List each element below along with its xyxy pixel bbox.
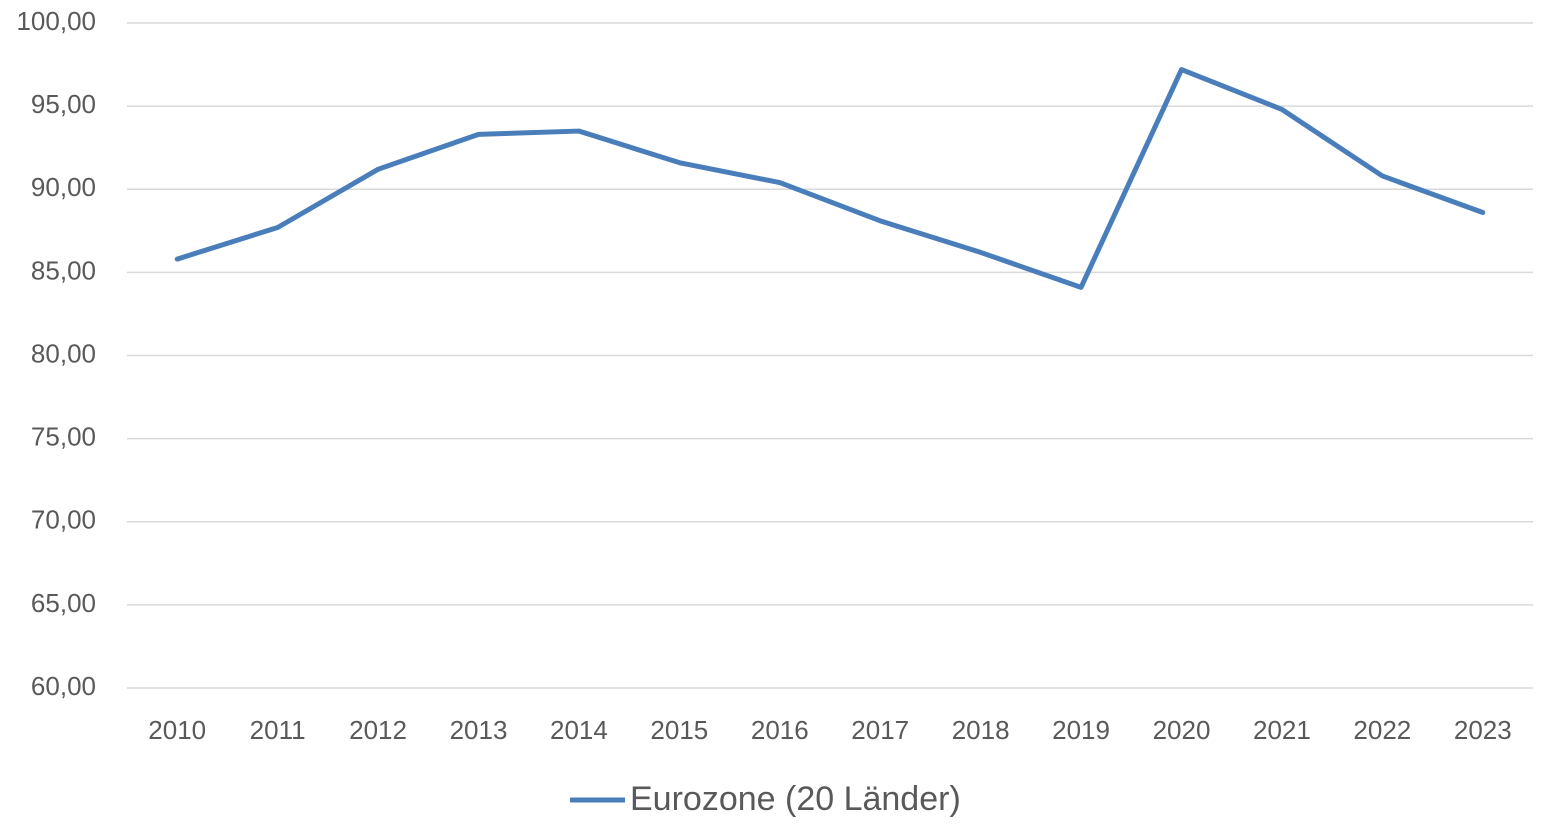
x-tick-label: 2010 [148, 715, 206, 745]
x-tick-label: 2012 [349, 715, 407, 745]
x-tick-label: 2020 [1153, 715, 1211, 745]
series-line [174, 67, 1486, 290]
x-tick-label: 2018 [952, 715, 1010, 745]
y-tick-label: 80,00 [31, 338, 96, 368]
y-tick-label: 60,00 [31, 671, 96, 701]
x-tick-label: 2017 [851, 715, 909, 745]
x-tick-label: 2016 [751, 715, 809, 745]
y-tick-label: 100,00 [16, 6, 96, 36]
x-tick-label: 2014 [550, 715, 608, 745]
y-tick-label: 90,00 [31, 172, 96, 202]
x-tick-label: 2013 [450, 715, 508, 745]
x-tick-label: 2011 [250, 715, 306, 745]
y-tick-label: 65,00 [31, 588, 96, 618]
x-tick-label: 2021 [1253, 715, 1311, 745]
x-tick-label: 2019 [1052, 715, 1110, 745]
y-tick-label: 75,00 [31, 422, 96, 452]
y-tick-label: 70,00 [31, 505, 96, 535]
x-tick-label: 2015 [650, 715, 708, 745]
legend-label: Eurozone (20 Länder) [630, 780, 961, 818]
y-tick-label: 85,00 [31, 255, 96, 285]
x-tick-label: 2023 [1454, 715, 1512, 745]
y-tick-label: 95,00 [31, 89, 96, 119]
x-tick-label: 2022 [1353, 715, 1411, 745]
